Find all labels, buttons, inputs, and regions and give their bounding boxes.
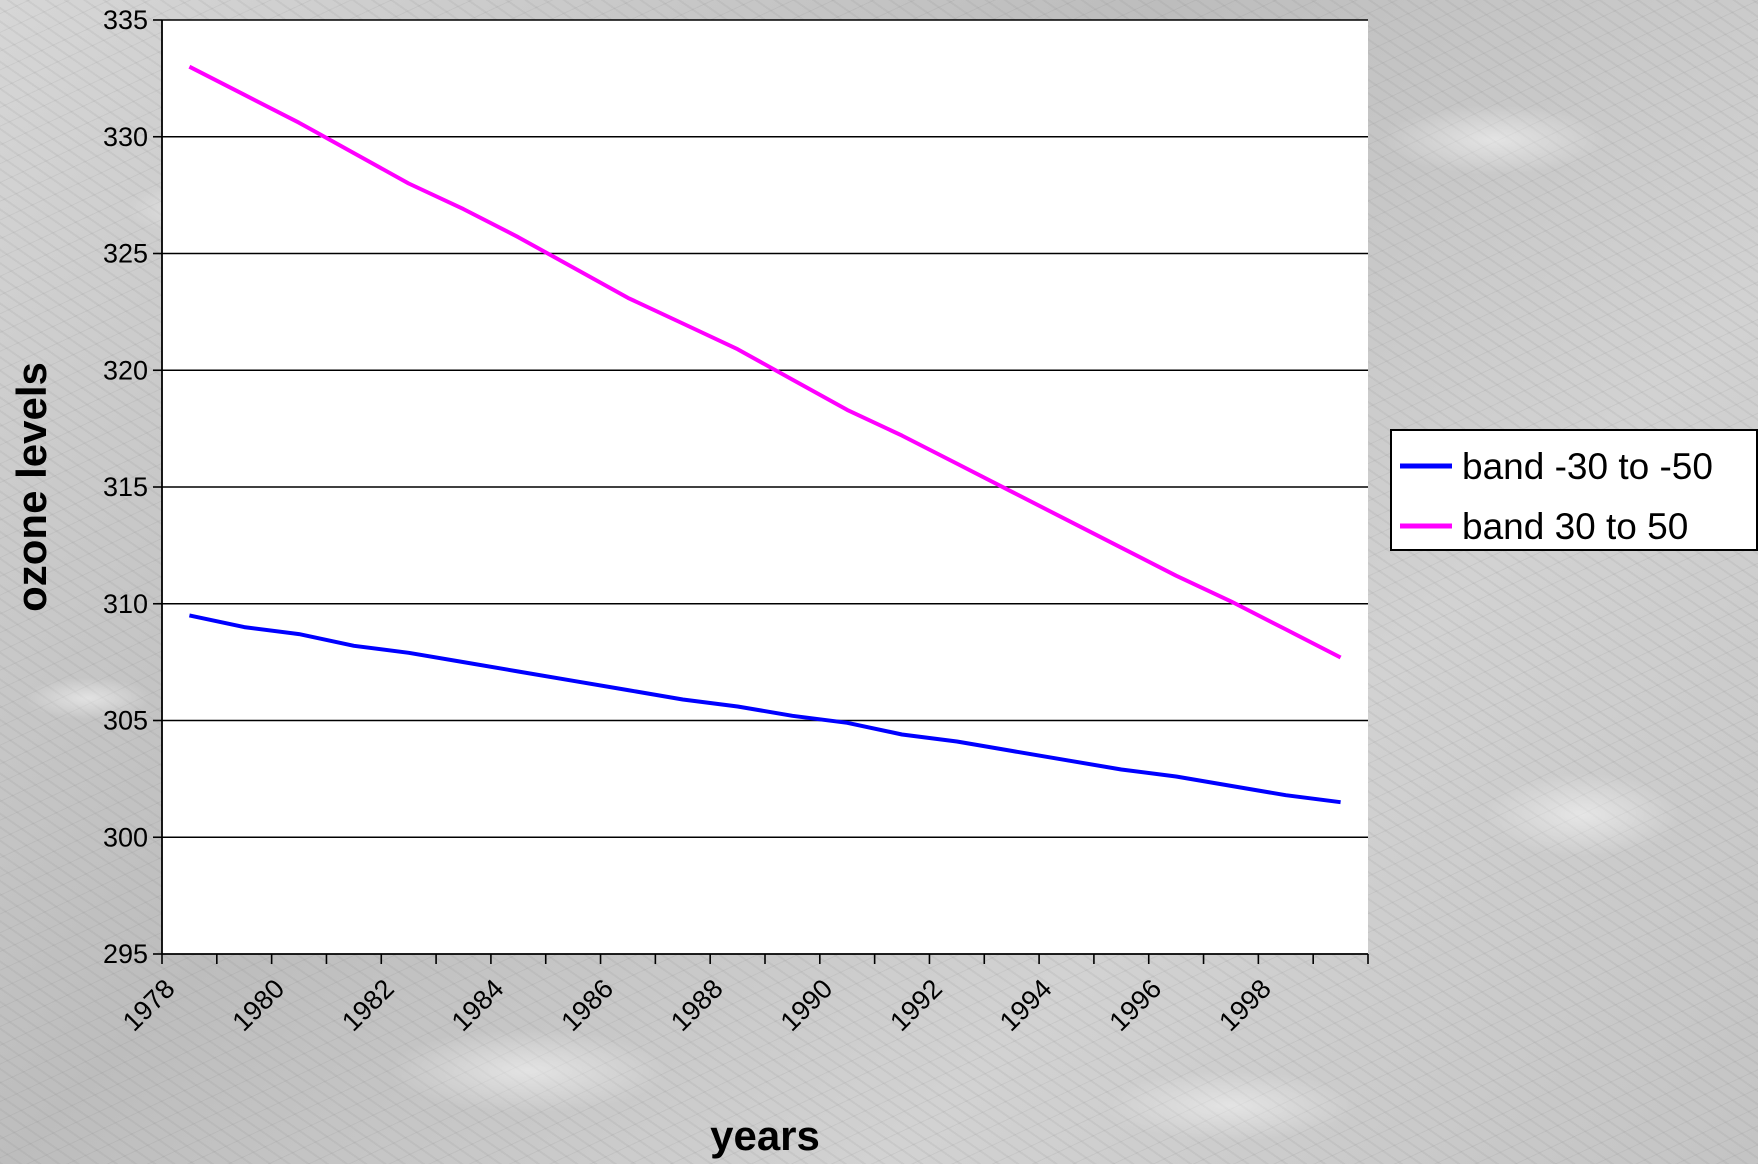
legend-box — [1390, 429, 1758, 551]
y-tick-label: 300 — [103, 822, 148, 852]
x-tick-label: 1996 — [1104, 973, 1168, 1037]
y-tick-label: 310 — [103, 589, 148, 619]
x-tick-label: 1998 — [1213, 973, 1277, 1037]
legend: band -30 to -50 band 30 to 50 — [1390, 429, 1758, 551]
axes — [153, 19, 1369, 964]
y-tick-label: 330 — [103, 122, 148, 152]
legend-label: band 30 to 50 — [1462, 506, 1688, 547]
x-tick-label: 1994 — [994, 973, 1058, 1037]
series-line-1 — [188, 613, 1341, 805]
x-tick-label: 1988 — [665, 973, 729, 1037]
y-tick-label: 315 — [103, 472, 148, 502]
x-tick-label: 1992 — [884, 973, 948, 1037]
x-tick-label: 1980 — [227, 973, 291, 1037]
y-tick-label: 305 — [103, 706, 148, 736]
y-axis-title: ozone levels — [8, 362, 55, 612]
gridlines — [162, 19, 1368, 839]
x-tick-label: 1978 — [117, 973, 181, 1037]
x-tick-label: 1986 — [555, 973, 619, 1037]
x-tick-label: 1990 — [775, 973, 839, 1037]
x-tick-label: 1982 — [336, 973, 400, 1037]
legend-label: band -30 to -50 — [1462, 446, 1713, 487]
series-line-2 — [188, 64, 1342, 660]
x-tick-label: 1984 — [446, 973, 510, 1037]
y-tick-label: 320 — [103, 355, 148, 385]
y-tick-label: 335 — [103, 5, 148, 35]
x-axis-title: years — [710, 1112, 820, 1159]
y-tick-label: 325 — [103, 239, 148, 269]
series-lines — [188, 64, 1342, 805]
legend-items: band -30 to -50 band 30 to 50 — [1400, 446, 1713, 547]
y-tick-label: 295 — [103, 939, 148, 969]
